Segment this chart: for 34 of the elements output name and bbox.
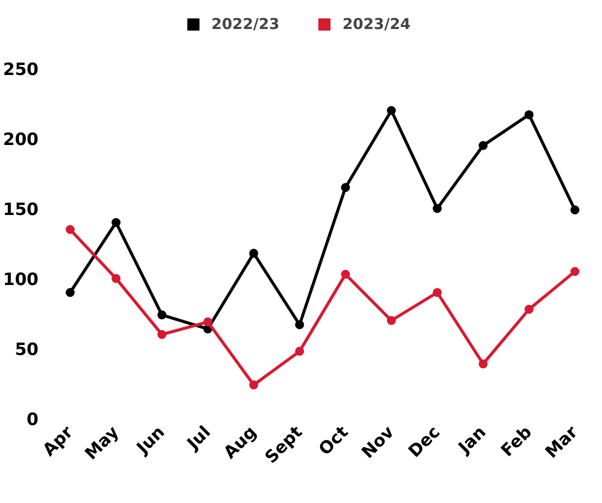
- point: [249, 248, 258, 258]
- y-tick-label: 200: [3, 130, 39, 150]
- point: [112, 274, 121, 283]
- x-tick-label: Jul: [182, 422, 215, 454]
- point: [295, 346, 304, 356]
- point: [340, 183, 350, 192]
- y-tick-label: 0: [26, 410, 39, 430]
- point: [66, 225, 75, 234]
- point: [295, 320, 304, 330]
- legend-label: 2022/23: [211, 15, 280, 33]
- point: [340, 270, 350, 279]
- point: [157, 330, 166, 339]
- point: [432, 288, 442, 297]
- y-tick-label: 150: [3, 200, 39, 220]
- point: [386, 316, 396, 325]
- point: [203, 317, 212, 326]
- point: [478, 359, 488, 368]
- point: [478, 141, 488, 150]
- point: [157, 310, 166, 320]
- x-tick-label: Oct: [315, 422, 353, 460]
- point: [524, 304, 534, 314]
- point: [570, 267, 580, 276]
- y-tick-label: 100: [3, 270, 39, 290]
- y-tick-label: 50: [14, 340, 39, 360]
- point: [66, 288, 75, 297]
- point: [524, 110, 534, 120]
- legend-label: 2023/24: [342, 15, 411, 33]
- y-tick-label: 250: [3, 60, 39, 80]
- point: [432, 204, 442, 213]
- point: [570, 205, 580, 214]
- point: [249, 380, 258, 390]
- point: [112, 218, 121, 227]
- x-tick-label: Feb: [497, 422, 536, 462]
- point: [386, 106, 396, 115]
